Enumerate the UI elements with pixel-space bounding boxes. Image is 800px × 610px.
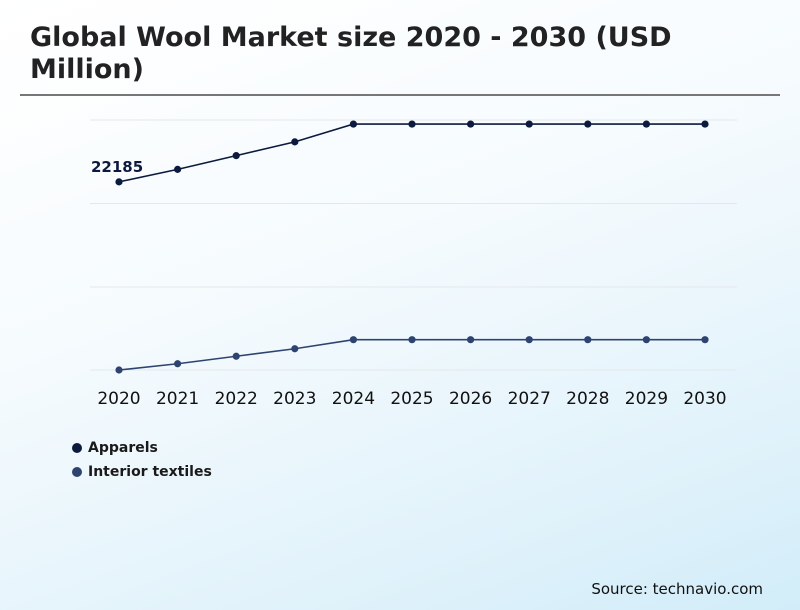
x-tick-label: 2027 [508,389,551,409]
data-point-interior-textiles [701,336,709,344]
data-point-apparels [642,120,651,128]
series-line-interior-textiles [118,338,705,371]
x-tick-label: 2024 [332,389,375,409]
data-point-interior-textiles [232,352,240,360]
source-credit: Source: technavio.com [591,580,763,598]
x-tick-label: 2028 [566,389,609,409]
data-point-apparels [701,120,709,128]
x-tick-label: 2021 [156,389,199,409]
data-point-apparels [291,138,299,146]
data-point-apparels [174,165,182,173]
data-point-apparels [584,120,592,128]
data-point-apparels [115,178,123,186]
title-divider [20,94,780,96]
data-point-apparels [349,120,357,128]
x-tick-label: 2030 [683,389,726,409]
data-point-interior-textiles [291,345,299,353]
x-tick-label: 2022 [215,389,258,409]
legend-item-apparels: Apparels [72,436,212,460]
data-point-interior-textiles [115,366,123,374]
data-point-apparels [408,120,416,128]
data-point-interior-textiles [349,336,357,344]
x-tick-label: 2029 [625,389,668,409]
x-tick-label: 2020 [97,389,140,409]
x-tick-label: 2026 [449,389,492,409]
data-point-interior-textiles [408,336,416,344]
x-tick-label: 2025 [390,389,433,409]
legend: Apparels Interior textiles [72,436,212,484]
legend-item-interior-textiles: Interior textiles [72,460,212,484]
data-point-interior-textiles [584,336,592,344]
series-line-apparels [118,123,705,183]
legend-label-apparels: Apparels [88,440,158,456]
legend-marker-interior-textiles [72,467,82,477]
chart-title: Global Wool Market size 2020 - 2030 (USD… [30,22,672,85]
data-point-apparels [467,120,475,128]
data-point-interior-textiles [525,336,533,344]
data-label-apparels: 22185 [91,158,143,176]
data-point-interior-textiles [467,336,475,344]
data-point-apparels [525,120,533,128]
line-chart: 22185 2020 2021 2022 2023 2024 2025 2026 2027 20… [90,119,737,409]
legend-marker-apparels [72,443,82,453]
data-point-apparels [232,152,240,160]
data-point-interior-textiles [642,336,651,344]
legend-label-interior-textiles: Interior textiles [88,464,212,480]
data-point-interior-textiles [174,360,182,368]
x-tick-label: 2023 [273,389,316,409]
